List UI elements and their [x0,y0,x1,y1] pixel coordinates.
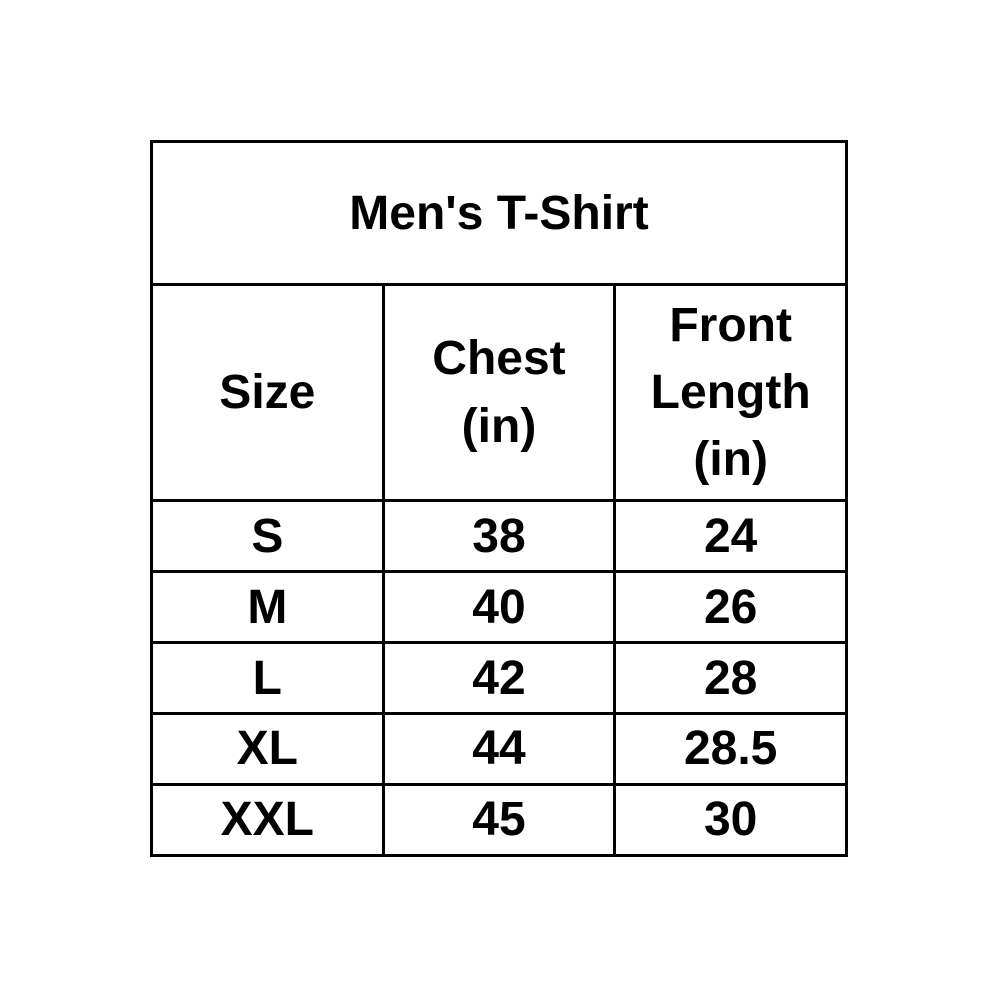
size-chart-table: Men's T-Shirt Size Chest (in) Front Leng… [150,140,848,858]
front-length-value: 28.5 [613,712,848,786]
chest-value: 45 [381,782,617,858]
title-row: Men's T-Shirt [150,140,848,286]
size-value: S [150,499,385,574]
column-header-size: Size [150,282,385,503]
table-row-xxl: XXL 45 30 [150,782,848,858]
size-value: M [150,570,385,645]
chest-value: 40 [381,570,617,645]
table-title: Men's T-Shirt [150,140,848,286]
table-row-m: M 40 26 [150,570,848,645]
front-length-value: 24 [613,499,848,574]
table-row-xl: XL 44 28.5 [150,712,848,786]
header-row: Size Chest (in) Front Length (in) [150,282,848,503]
chest-value: 44 [381,712,617,786]
chest-value: 38 [381,499,617,574]
chest-value: 42 [381,641,617,715]
size-value: XXL [150,782,385,858]
column-header-front-length: Front Length (in) [613,282,848,503]
front-length-value: 26 [613,570,848,645]
size-value: XL [150,712,385,786]
size-value: L [150,641,385,715]
table-row-l: L 42 28 [150,641,848,715]
front-length-value: 30 [613,782,848,858]
column-header-chest: Chest (in) [381,282,617,503]
table-row-s: S 38 24 [150,499,848,574]
front-length-value: 28 [613,641,848,715]
